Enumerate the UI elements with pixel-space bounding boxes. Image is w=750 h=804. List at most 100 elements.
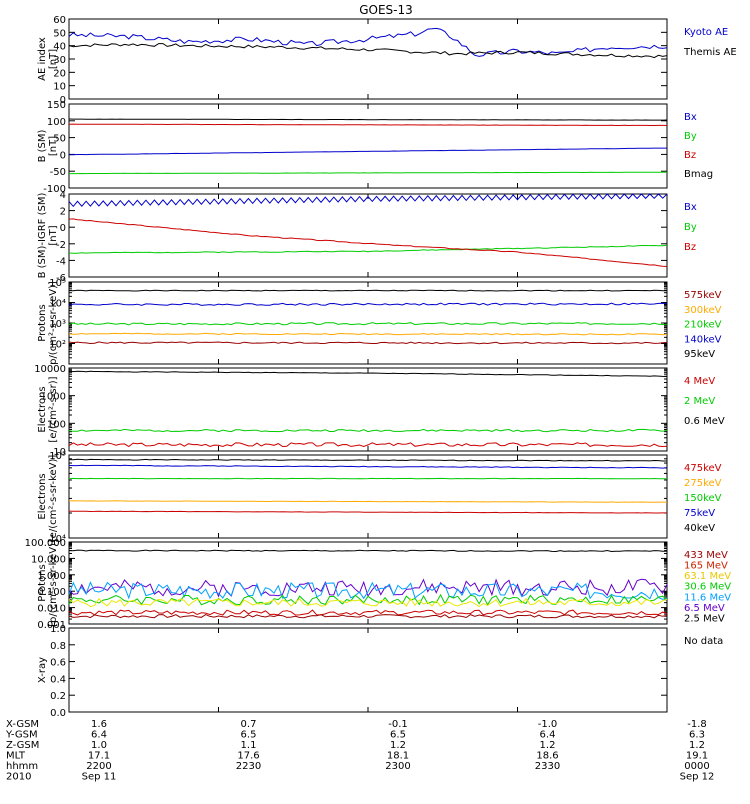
ephemeris-value: 6.5: [390, 730, 406, 741]
series-75kev: [69, 465, 667, 468]
ephemeris-value: 1.2: [540, 740, 556, 751]
ephemeris-value: -1.8: [687, 719, 707, 730]
y-axis-label: Protons: [37, 304, 48, 341]
legend-40kev: 40keV: [684, 523, 715, 534]
ephemeris-value: 0.7: [241, 719, 257, 730]
y-axis-label: [p/(cm²-s-sr-keV)]: [48, 539, 59, 627]
legend-63-1-mev: 63.1 MeV: [684, 571, 731, 582]
series-themis-ae: [69, 44, 667, 58]
ephemeris-value: 18.6: [536, 751, 558, 762]
series-bz: [69, 219, 667, 267]
series-275kev: [69, 501, 667, 502]
panel-frame: [69, 368, 667, 451]
ephemeris-value: 6.3: [689, 730, 705, 741]
y-axis-label: [nT]: [48, 136, 59, 156]
y-axis-label: AE index: [37, 37, 48, 81]
y-tick-label: 0.6: [50, 658, 66, 669]
legend-11-6-mev: 11.6 MeV: [684, 592, 731, 603]
ephemeris-row-label: MLT: [6, 751, 26, 762]
y-axis-label: Protons: [37, 564, 48, 601]
legend-no-data: No data: [684, 636, 723, 647]
legend-bz: Bz: [684, 150, 696, 161]
y-tick-label: 0.2: [50, 691, 66, 702]
y-tick-label: -50: [50, 167, 66, 178]
ephemeris-value: 2300: [385, 761, 410, 772]
ephemeris-value: 2230: [236, 761, 261, 772]
ephemeris-value: 2330: [535, 761, 560, 772]
series-2-mev: [69, 429, 667, 431]
y-tick-label: 0: [60, 223, 66, 234]
ephemeris-value: 17.1: [88, 751, 110, 762]
y-tick-label: 0.4: [50, 674, 66, 685]
ephemeris-value: 19.1: [686, 751, 708, 762]
legend-2-5-mev: 2.5 MeV: [684, 613, 725, 624]
legend-75kev: 75keV: [684, 508, 715, 519]
ephemeris-value: 18.1: [387, 751, 409, 762]
y-tick-label: 100.000: [25, 538, 66, 549]
ephemeris-row-label: Y-GSM: [5, 730, 38, 741]
series-bx: [69, 148, 667, 155]
legend-150kev: 150keV: [684, 493, 722, 504]
legend-575kev: 575keV: [684, 290, 722, 301]
y-tick-label: 50: [53, 28, 66, 39]
legend-by: By: [684, 222, 697, 233]
series-6-5-mev: [69, 579, 667, 596]
y-axis-label: [e/(cm²-s-sr)]: [48, 376, 59, 442]
ephemeris-value: 17.6: [237, 751, 259, 762]
series-140kev: [69, 303, 667, 305]
panel-frame: [69, 19, 667, 99]
y-tick-label: 0.0: [50, 708, 66, 719]
series-2-5-mev: [69, 550, 667, 551]
legend-140kev: 140keV: [684, 334, 722, 345]
ephemeris-value: 1.6: [91, 719, 107, 730]
series-bmag: [69, 119, 667, 120]
legend-210kev: 210keV: [684, 320, 722, 331]
series-300kev: [69, 333, 667, 335]
series-95kev: [69, 342, 667, 344]
y-axis-label: e/(cm²-s-sr-keV)]: [48, 455, 59, 539]
legend-433-mev: 433 MeV: [684, 550, 728, 561]
legend-95kev: 95keV: [684, 349, 715, 360]
ephemeris-row-label: X-GSM: [6, 719, 39, 730]
series-575kev: [69, 290, 667, 291]
legend-kyoto-ae: Kyoto AE: [684, 27, 728, 38]
y-axis-label: Electrons: [37, 386, 48, 432]
y-axis-label: B (SM): [37, 129, 48, 162]
legend-30-6-mev: 30.6 MeV: [684, 582, 731, 593]
y-axis-label: [nT]: [48, 225, 59, 245]
ephemeris-value: 2200: [86, 761, 111, 772]
ephemeris-value: 1.2: [390, 740, 406, 751]
ephemeris-value: 1.1: [241, 740, 257, 751]
legend-bx: Bx: [684, 112, 697, 123]
legend-2-mev: 2 MeV: [684, 396, 715, 407]
panel-frame: [69, 104, 667, 188]
ephemeris-value: 6.5: [241, 730, 257, 741]
series-bx: [69, 194, 667, 206]
ephemeris-value: 6.4: [91, 730, 107, 741]
y-axis-label: p/(cm²-s-sr-keV)]: [48, 281, 59, 365]
legend-bz: Bz: [684, 242, 696, 253]
ephemeris-value: Sep 11: [82, 772, 117, 783]
chart-title: GOES-13: [359, 3, 413, 17]
ephemeris-row-label: 2010: [6, 772, 31, 783]
panel-frame: [69, 628, 667, 712]
y-axis-label: Electrons: [37, 473, 48, 519]
ephemeris-value: -0.1: [388, 719, 408, 730]
ephemeris-value: -1.0: [538, 719, 558, 730]
y-tick-label: 4: [60, 190, 66, 201]
ephemeris-value: 1.2: [689, 740, 705, 751]
ephemeris-row-label: Z-GSM: [6, 740, 39, 751]
panel-protons-mev: 0.0010.0100.1001.00010.000100.000Protons…: [25, 538, 732, 631]
series-210kev: [69, 323, 667, 325]
y-tick-label: 2: [60, 207, 66, 218]
y-tick-label: 150: [47, 100, 66, 111]
y-tick-label: 10: [53, 82, 66, 93]
y-tick-label: 100: [47, 117, 66, 128]
legend-300kev: 300keV: [684, 305, 722, 316]
